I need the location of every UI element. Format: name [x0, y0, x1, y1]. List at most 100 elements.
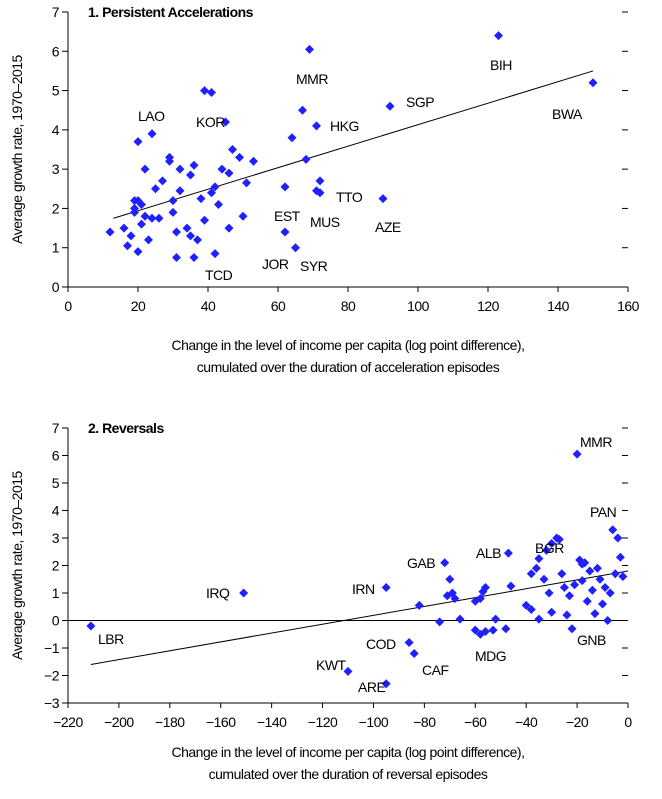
y-tick-label: 5: [52, 83, 60, 99]
point: [534, 614, 544, 624]
point: [570, 580, 580, 590]
point: [526, 605, 536, 614]
point: [592, 563, 602, 573]
point: [193, 235, 202, 245]
point-label: SYR: [300, 258, 328, 274]
point: [210, 249, 220, 259]
point: [305, 44, 314, 54]
point-label: IRN: [352, 581, 375, 597]
point: [214, 200, 223, 209]
chart-title: 1. Persistent Accelerations: [88, 4, 254, 20]
point: [312, 121, 321, 131]
point: [501, 624, 511, 634]
x-tick-label: −80: [413, 714, 436, 730]
point: [455, 614, 465, 624]
y-tick-label: 6: [52, 448, 60, 464]
point: [86, 621, 96, 631]
point: [381, 679, 391, 689]
x-tick-label: −200: [104, 714, 134, 730]
point: [526, 569, 536, 579]
point: [567, 624, 577, 634]
point: [172, 253, 181, 263]
y-axis-label: Average growth rate, 1970–2015: [9, 54, 25, 243]
point: [475, 594, 485, 603]
y-tick-label: 6: [52, 43, 60, 59]
point: [554, 534, 564, 544]
point: [562, 610, 572, 620]
x-tick-label: −160: [206, 714, 236, 730]
point: [126, 231, 136, 241]
point-label: BGR: [535, 540, 564, 556]
point: [618, 572, 628, 581]
y-tick-label: 0: [52, 613, 60, 629]
y-tick-label: 1: [52, 240, 60, 256]
point-label: COD: [366, 636, 396, 652]
point-label: JOR: [262, 256, 289, 272]
point: [238, 211, 248, 221]
x-axis-label: Change in the level of income per capita…: [172, 337, 525, 353]
point: [577, 559, 587, 569]
point: [315, 176, 325, 186]
point: [559, 583, 569, 592]
point-label: MUS: [310, 214, 340, 230]
point-label: TCD: [205, 267, 233, 283]
point: [301, 154, 311, 164]
y-tick-label: 2: [52, 558, 60, 574]
x-tick-label: 80: [341, 298, 356, 314]
point-label: GNB: [577, 632, 606, 648]
point: [123, 241, 132, 251]
point: [608, 525, 618, 535]
point: [494, 31, 503, 41]
y-tick-label: 5: [52, 475, 60, 491]
point: [557, 569, 567, 579]
y-tick-label: 4: [52, 122, 60, 138]
point: [577, 576, 587, 586]
point: [542, 545, 552, 555]
x-tick-label: −40: [515, 714, 538, 730]
x-tick-label: −100: [359, 714, 389, 730]
point: [598, 599, 608, 609]
point: [521, 600, 531, 610]
x-tick-label: 0: [624, 714, 632, 730]
x-axis-label: cumulated over the duration of accelerat…: [197, 359, 500, 375]
point: [172, 227, 181, 237]
point: [221, 117, 230, 127]
point: [590, 609, 600, 619]
point: [610, 569, 620, 579]
point: [147, 129, 157, 139]
point: [343, 666, 353, 676]
trend-line: [113, 70, 594, 219]
point: [207, 188, 216, 198]
point: [582, 596, 592, 606]
point: [312, 186, 321, 196]
point: [588, 78, 598, 88]
point: [189, 160, 199, 170]
point: [154, 213, 164, 223]
y-tick-label: 7: [52, 420, 60, 436]
point: [168, 196, 178, 206]
y-tick-label: 2: [52, 200, 60, 216]
trend-line: [90, 570, 629, 665]
point: [385, 101, 395, 111]
point: [165, 152, 174, 162]
point: [404, 638, 414, 647]
point: [298, 105, 307, 115]
y-tick-label: 3: [52, 530, 60, 546]
point-label: SGP: [406, 94, 434, 110]
point: [105, 227, 115, 237]
point-label: BIH: [490, 57, 512, 73]
point: [506, 581, 516, 591]
point-label: KWT: [316, 657, 347, 673]
point: [534, 554, 544, 564]
point-label: MMR: [580, 434, 612, 450]
y-tick-label: −1: [44, 640, 60, 656]
point: [280, 227, 290, 237]
point: [207, 88, 216, 98]
x-tick-label: −60: [464, 714, 487, 730]
y-tick-label: −2: [44, 668, 60, 684]
point: [217, 164, 227, 174]
point: [605, 588, 615, 598]
x-tick-label: −20: [566, 714, 589, 730]
point: [140, 164, 150, 174]
y-tick-label: 7: [52, 4, 60, 20]
